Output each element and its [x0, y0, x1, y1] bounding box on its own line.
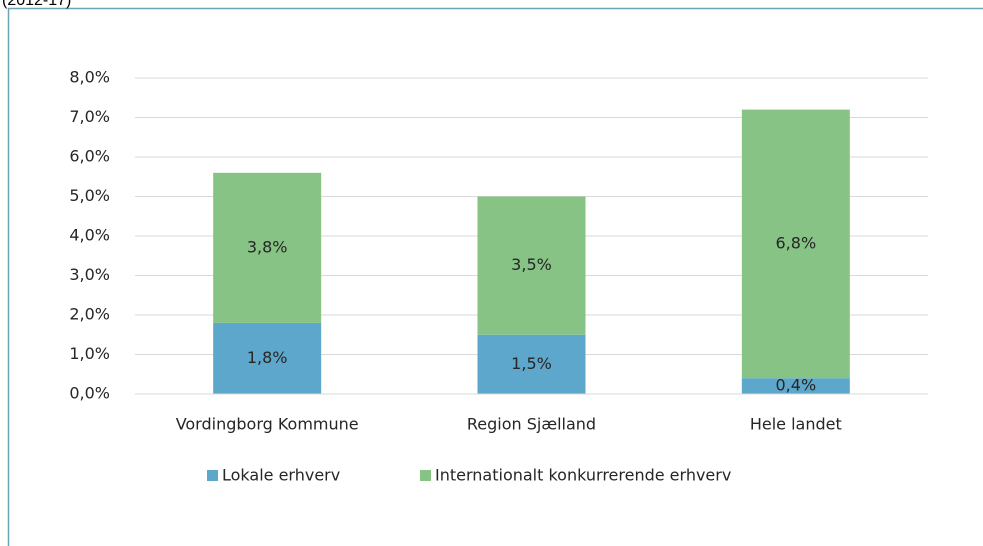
bar-segment	[213, 172, 322, 323]
bar-segment	[741, 378, 850, 394]
y-tick-label: 0,0%	[69, 384, 110, 403]
data-label: 1,8%	[247, 348, 288, 367]
legend-swatch	[420, 470, 431, 481]
y-tick-label: 1,0%	[69, 344, 110, 363]
x-tick-label: Vordingborg Kommune	[176, 415, 359, 434]
data-label: 0,4%	[776, 376, 817, 395]
y-tick-label: 5,0%	[69, 186, 110, 205]
x-tick-label: Hele landet	[750, 415, 842, 434]
data-label: 6,8%	[776, 233, 817, 252]
bar-segment	[213, 322, 322, 394]
legend-label: Internationalt konkurrerende erhverv	[435, 466, 731, 485]
x-tick-label: Region Sjælland	[467, 415, 596, 434]
chart-subtitle: (2012-17)	[2, 0, 71, 9]
y-tick-label: 7,0%	[69, 107, 110, 126]
bar-segment	[741, 109, 850, 379]
data-label: 3,5%	[511, 255, 552, 274]
legend-label: Lokale erhverv	[222, 466, 340, 485]
y-tick-label: 6,0%	[69, 147, 110, 166]
y-tick-label: 8,0%	[69, 68, 110, 87]
legend-swatch	[207, 470, 218, 481]
data-label: 3,8%	[247, 237, 288, 256]
data-label: 1,5%	[511, 354, 552, 373]
y-tick-label: 3,0%	[69, 265, 110, 284]
bar-segment	[477, 334, 586, 394]
y-tick-label: 2,0%	[69, 305, 110, 324]
y-tick-label: 4,0%	[69, 226, 110, 245]
frame	[7, 7, 983, 546]
bar-segment	[477, 196, 586, 335]
